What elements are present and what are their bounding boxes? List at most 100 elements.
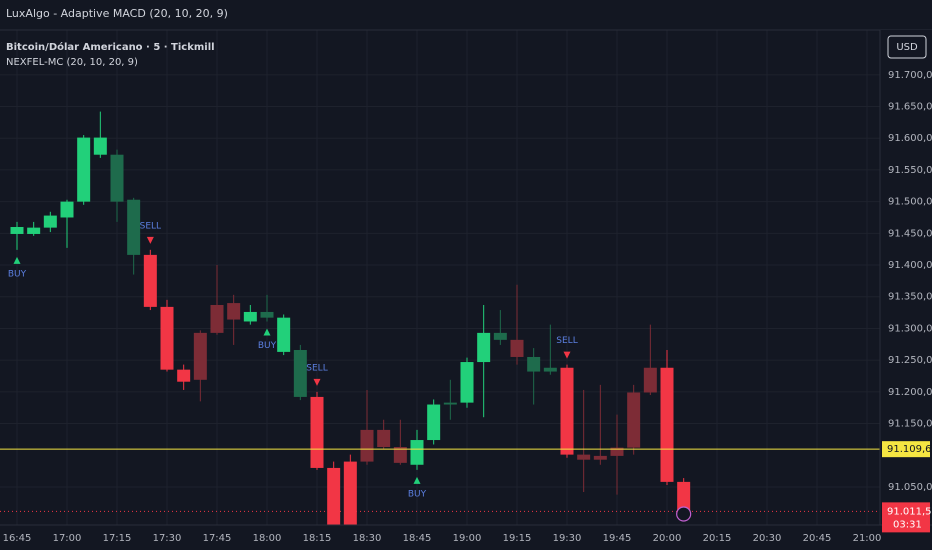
candle-body	[477, 332, 491, 363]
candle-body	[160, 306, 174, 370]
buy-arrow	[13, 256, 21, 264]
candle-body	[577, 454, 591, 460]
candle-body	[610, 447, 624, 456]
currency-button[interactable]	[887, 35, 927, 59]
candle-body	[293, 350, 307, 397]
y-tick-label: 91.600,00	[888, 133, 932, 144]
candle-body	[277, 317, 291, 352]
y-tick-label: 91.350,00	[888, 292, 932, 303]
candle-body	[543, 367, 557, 372]
x-tick-label: 18:00	[253, 533, 282, 544]
x-tick-label: 17:00	[53, 533, 82, 544]
y-tick-label: 91.450,00	[888, 228, 932, 239]
candle-body	[43, 215, 57, 228]
axis-labels: 91.050,00 91.150,00 91.200,00 91.250,00 91.3…	[3, 70, 932, 544]
sell-arrow	[563, 351, 571, 359]
candle-body	[227, 303, 241, 320]
countdown: 03:31	[893, 519, 922, 530]
candle-body	[27, 227, 41, 234]
sell-label: SELL	[306, 363, 327, 373]
y-tick-label: 91.200,00	[888, 387, 932, 398]
x-tick-label: 20:30	[753, 533, 782, 544]
buy-label: BUY	[258, 341, 277, 351]
candle-body	[177, 369, 191, 382]
x-tick-label: 19:15	[503, 533, 532, 544]
last-price-tag	[882, 502, 930, 533]
candle-body	[210, 304, 224, 333]
time-axis	[0, 525, 880, 550]
y-tick-label: 91.550,00	[888, 165, 932, 176]
x-tick-label: 18:45	[403, 533, 432, 544]
sell-arrow	[313, 378, 321, 386]
buy-arrow	[263, 328, 271, 336]
candle-body	[493, 332, 507, 340]
y-tick-label: 91.500,00	[888, 197, 932, 208]
candle-body	[10, 226, 24, 234]
y-tick-label: 91.700,00	[888, 70, 932, 81]
price-line-label: 91.109,60	[887, 444, 932, 455]
candle-body	[677, 481, 691, 512]
y-tick-label: 91.400,00	[888, 260, 932, 271]
candle-body	[260, 311, 274, 318]
x-tick-label: 20:45	[803, 533, 832, 544]
x-tick-label: 19:30	[553, 533, 582, 544]
top-bar	[0, 0, 880, 30]
x-tick-label: 19:00	[453, 533, 482, 544]
last-price-label: 91.011,50	[887, 506, 932, 517]
x-tick-label: 18:15	[303, 533, 332, 544]
candle-body	[143, 254, 157, 307]
candle-body	[460, 362, 474, 403]
indicator-label: NEXFEL-MC (20, 10, 20, 9)	[6, 57, 138, 68]
sell-label: SELL	[556, 336, 577, 346]
candle-body	[443, 402, 457, 405]
candle-body	[560, 367, 574, 455]
candle-body	[243, 311, 257, 322]
buy-arrow	[413, 476, 421, 484]
candle-body	[410, 440, 424, 465]
buy-label: BUY	[8, 269, 27, 279]
candle-body	[660, 367, 674, 482]
price-line-tag	[882, 441, 930, 458]
x-tick-label: 18:30	[353, 533, 382, 544]
y-tick-label: 91.050,00	[888, 482, 932, 493]
candle-body	[343, 461, 357, 525]
x-tick-label: 19:45	[603, 533, 632, 544]
candle-body	[327, 467, 341, 525]
candle-body	[427, 404, 441, 441]
candle-body	[643, 367, 657, 393]
y-tick-label: 91.150,00	[888, 419, 932, 430]
candle-body	[377, 429, 391, 448]
x-tick-label: 21:00	[853, 533, 882, 544]
y-tick-label: 91.250,00	[888, 355, 932, 366]
candle-body	[77, 137, 91, 202]
candle-body	[310, 396, 324, 468]
candle-body	[627, 392, 641, 448]
candle-body	[110, 154, 124, 202]
x-tick-label: 17:15	[103, 533, 132, 544]
currency: USD	[896, 42, 918, 53]
sell-label: SELL	[140, 221, 161, 231]
candle-body	[510, 339, 524, 357]
x-tick-label: 16:45	[3, 533, 32, 544]
buy-label: BUY	[408, 489, 427, 499]
candle-body	[593, 455, 607, 460]
alert-icon	[676, 506, 692, 522]
candle-body	[60, 201, 74, 218]
candle-body	[360, 429, 374, 462]
candle-body	[393, 447, 407, 463]
y-tick-label: 91.300,00	[888, 323, 932, 334]
price-axis	[880, 30, 932, 550]
symbol-title: Bitcoin/Dólar Americano · 5 · Tickmill	[6, 41, 215, 53]
x-tick-label: 20:00	[653, 533, 682, 544]
indicator-title: LuxAlgo - Adaptive MACD (20, 10, 20, 9)	[6, 7, 228, 20]
candle-body	[93, 137, 107, 155]
x-tick-label: 20:15	[703, 533, 732, 544]
x-tick-label: 17:30	[153, 533, 182, 544]
candle-body	[127, 199, 141, 255]
plot-area: BUY SELL BUY SELL BUY SELL	[0, 30, 880, 525]
x-tick-label: 17:45	[203, 533, 232, 544]
candle-body	[527, 356, 541, 372]
candle-body	[193, 332, 207, 380]
